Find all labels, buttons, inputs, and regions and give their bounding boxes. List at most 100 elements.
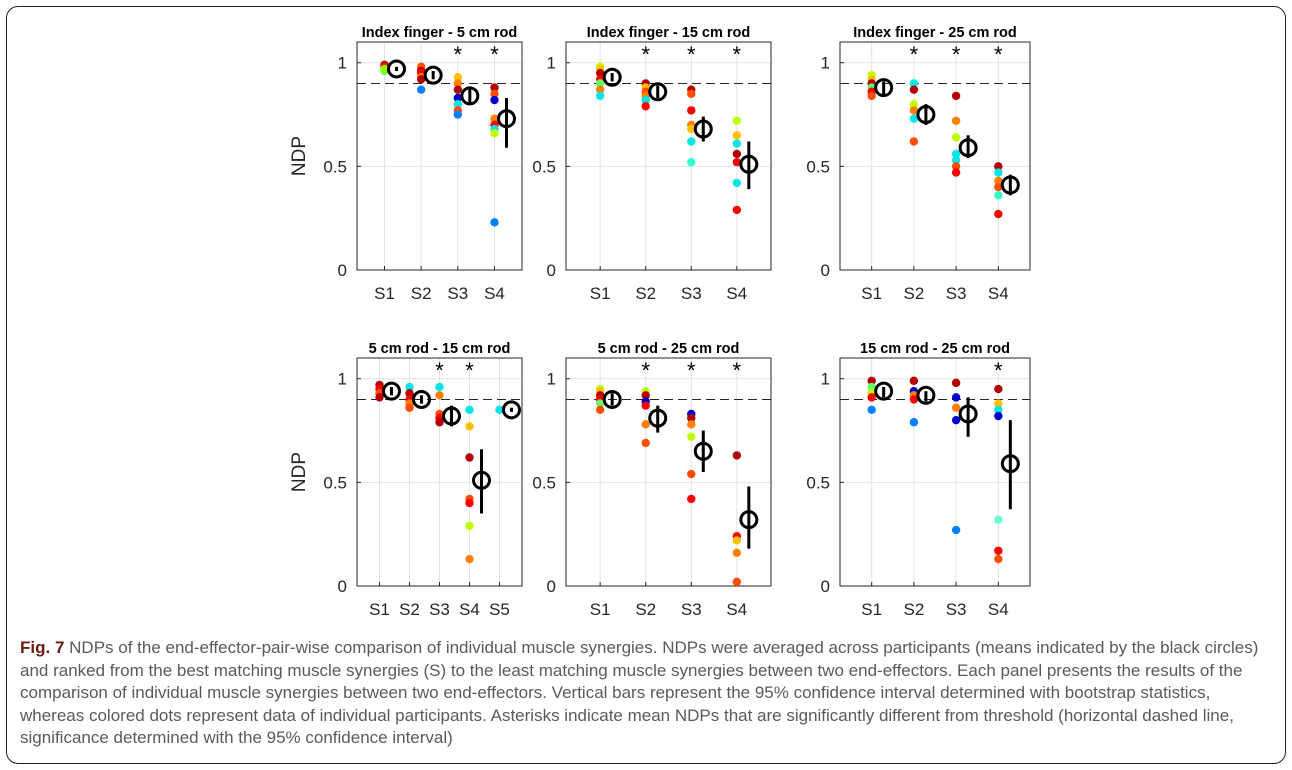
participant-point <box>994 162 1003 171</box>
participant-point <box>994 384 1003 394</box>
x-tick-label: S1 <box>861 284 882 303</box>
x-tick-label: S5 <box>489 600 510 619</box>
participant-point <box>416 85 426 94</box>
participant-point <box>416 75 426 84</box>
caption-label: Fig. 7 <box>20 638 65 657</box>
participant-point <box>465 422 474 431</box>
x-tick-label: S2 <box>903 600 924 619</box>
mean-circle <box>916 385 936 405</box>
mean-circle <box>460 86 480 106</box>
participant-point <box>405 389 414 398</box>
y-tick-label: 1 <box>338 370 347 389</box>
participant-point <box>867 91 876 101</box>
participant-point <box>453 110 463 119</box>
mean-circle <box>602 389 622 409</box>
x-tick-label: S2 <box>635 284 656 303</box>
panel-title: 15 cm rod - 25 cm rod <box>860 341 1010 357</box>
participant-point <box>490 218 499 227</box>
axes-box <box>565 357 772 587</box>
participant-point <box>641 95 650 105</box>
x-tick-label: S4 <box>484 284 505 303</box>
participant-point <box>490 83 499 92</box>
chart-panel-6: 0 0.5 1 S1 S2 S3 S4 *15 cm rod - 25 cm rod <box>806 341 1031 619</box>
participant-point <box>994 191 1003 200</box>
y-tick-label: 0 <box>821 261 830 280</box>
y-tick-label: 1 <box>338 54 347 73</box>
x-tick-label: S4 <box>726 600 747 619</box>
significance-asterisk: * <box>733 358 742 383</box>
x-tick-label: S1 <box>861 600 882 619</box>
participant-point <box>687 137 696 146</box>
x-tick-label: S1 <box>590 600 611 619</box>
mean-circle <box>874 381 894 401</box>
participant-point <box>687 89 696 99</box>
participant-point <box>732 158 742 167</box>
mean-circle <box>739 510 759 530</box>
x-tick-label: S1 <box>369 600 390 619</box>
participant-point <box>465 405 474 415</box>
mean-circle <box>648 408 668 428</box>
x-tick-label: S3 <box>946 600 967 619</box>
chart-panel-3: 0 0.5 1 S1 S2 S3 S4 * * *Index finger - 25 cm rod <box>806 25 1031 303</box>
x-tick-label: S1 <box>374 284 395 303</box>
participant-point <box>951 403 961 412</box>
participant-point <box>405 382 414 392</box>
x-tick-label: S2 <box>399 600 420 619</box>
y-tick-label: 0.5 <box>532 157 556 176</box>
y-axis-label: NDP <box>289 452 310 492</box>
participant-point <box>687 469 696 479</box>
participant-point <box>595 405 605 415</box>
mean-circle <box>382 381 401 401</box>
significance-asterisk: * <box>952 42 961 67</box>
significance-asterisk: * <box>641 358 650 383</box>
participant-point <box>951 162 961 171</box>
participant-point <box>687 432 696 441</box>
participant-point <box>641 438 650 448</box>
participant-point <box>909 376 919 385</box>
mean-circle <box>497 109 516 129</box>
panel-title: 5 cm rod - 25 cm rod <box>598 341 740 357</box>
participant-point <box>453 85 463 94</box>
axes-box <box>839 357 1031 587</box>
significance-asterisk: * <box>910 42 919 67</box>
participant-point <box>909 99 919 109</box>
mean-circle <box>739 154 759 174</box>
mean-circle <box>412 389 431 409</box>
participant-point <box>909 79 919 88</box>
participant-point <box>909 114 919 123</box>
mean-circle <box>502 400 521 420</box>
mean-circle <box>423 65 443 85</box>
x-tick-label: S3 <box>681 284 702 303</box>
participant-point <box>453 73 463 82</box>
participant-point <box>994 168 1003 177</box>
participant-point <box>687 158 696 167</box>
participant-point <box>435 382 444 392</box>
participant-point <box>951 415 961 425</box>
participant-point <box>951 393 961 402</box>
significance-asterisk: * <box>490 42 499 67</box>
participant-point <box>687 106 696 115</box>
mean-circle <box>874 78 894 98</box>
participant-point <box>641 391 650 400</box>
participant-point <box>732 178 742 188</box>
participant-point <box>909 137 919 146</box>
participant-point <box>595 399 605 408</box>
participant-point <box>641 102 650 111</box>
mean-circle <box>693 119 713 139</box>
y-tick-label: 0.5 <box>806 157 830 176</box>
y-tick-label: 1 <box>547 54 556 73</box>
participant-point <box>909 85 919 94</box>
participant-point <box>687 413 696 423</box>
participant-point <box>732 131 742 140</box>
chart-panel-5: 0 0.5 1 S1 S2 S3 S4 * * *5 cm rod - 25 cm rod <box>532 341 772 619</box>
participant-point <box>994 209 1003 219</box>
participant-point <box>595 79 605 88</box>
significance-asterisk: * <box>687 358 696 383</box>
participant-point <box>435 391 444 400</box>
significance-asterisk: * <box>465 358 474 383</box>
participant-point <box>909 395 919 404</box>
y-tick-label: 0 <box>547 577 556 596</box>
participant-point <box>951 133 961 142</box>
y-tick-label: 0 <box>547 261 556 280</box>
participant-point <box>465 554 474 564</box>
